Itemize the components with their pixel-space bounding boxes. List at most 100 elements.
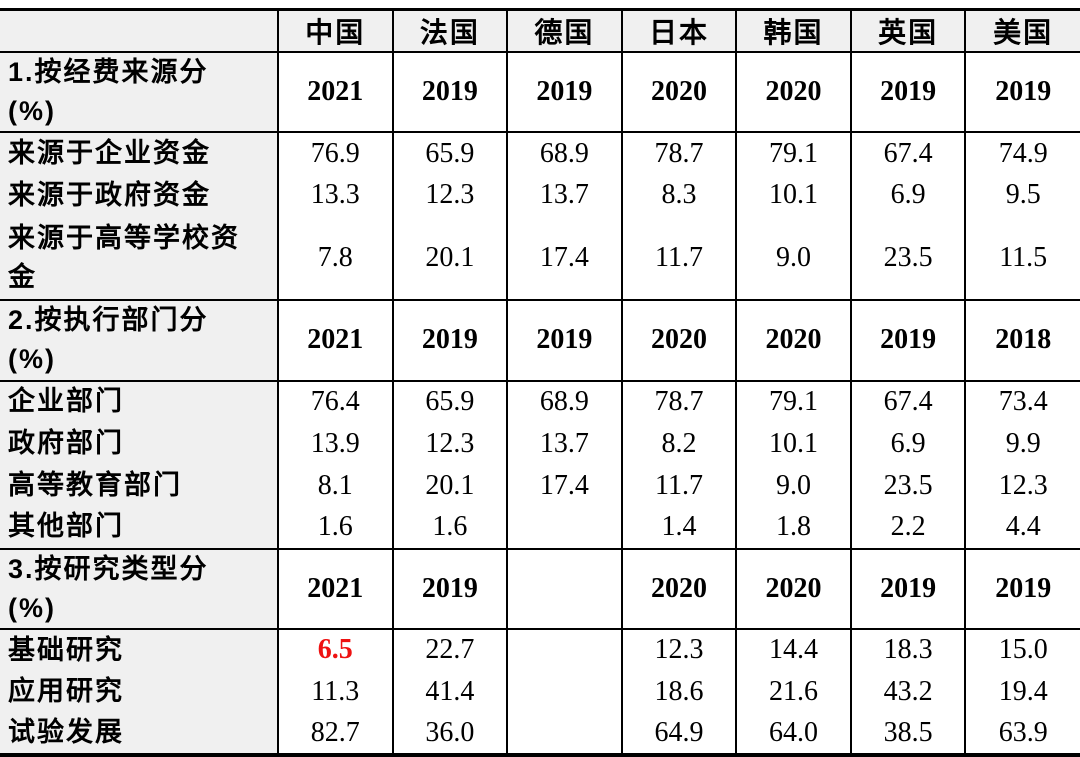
- value-cell: 74.9: [964, 131, 1080, 175]
- value-cell: 8.3: [620, 174, 737, 217]
- value-cell: 79.1: [735, 131, 851, 175]
- value-cell: 14.4: [735, 627, 851, 671]
- value-cell: 68.9: [506, 131, 622, 175]
- row-label: 试验发展: [0, 712, 278, 755]
- value-cell: 6.9: [849, 174, 966, 217]
- table-row: 基础研究 6.5 22.7 12.3 14.4 18.3 15.0: [0, 627, 1080, 671]
- row-label: 高等教育部门: [0, 464, 278, 507]
- column-header-china: 中国: [277, 9, 393, 52]
- year-cell: 2019: [849, 50, 966, 133]
- year-cell: 2020: [735, 547, 851, 629]
- table-row: 其他部门 1.6 1.6 1.4 1.8 2.2 4.4: [0, 506, 1080, 549]
- table-row: 应用研究 11.3 41.4 18.6 21.6 43.2 19.4: [0, 670, 1080, 713]
- year-cell: 2019: [506, 299, 622, 381]
- year-cell: 2019: [849, 547, 966, 629]
- row-label: 来源于高等学校资 金: [0, 216, 278, 301]
- year-cell: 2018: [964, 299, 1080, 381]
- value-cell: 11.5: [964, 216, 1080, 301]
- value-cell: 67.4: [849, 131, 966, 175]
- column-header-japan: 日本: [620, 9, 737, 52]
- year-cell: 2019: [391, 547, 508, 629]
- value-cell: 73.4: [964, 379, 1080, 423]
- value-cell: 76.4: [277, 379, 393, 423]
- year-cell: 2020: [620, 547, 737, 629]
- table-row: 来源于政府资金 13.3 12.3 13.7 8.3 10.1 6.9 9.5: [0, 174, 1080, 217]
- value-cell: 9.0: [735, 216, 851, 301]
- highlighted-value: 6.5: [277, 627, 393, 671]
- column-header-germany: 德国: [506, 9, 622, 52]
- value-cell: 7.8: [277, 216, 393, 301]
- year-cell: 2019: [849, 299, 966, 381]
- row-label: 来源于政府资金: [0, 174, 278, 217]
- value-cell: 64.0: [735, 712, 851, 755]
- value-cell: [506, 670, 622, 713]
- year-cell: 2020: [620, 299, 737, 381]
- value-cell: 13.9: [277, 422, 393, 465]
- value-cell: 78.7: [620, 379, 737, 423]
- value-cell: 11.7: [620, 464, 737, 507]
- table-row: 高等教育部门 8.1 20.1 17.4 11.7 9.0 23.5 12.3: [0, 464, 1080, 507]
- row-label: 政府部门: [0, 422, 278, 465]
- column-header-usa: 美国: [964, 9, 1080, 52]
- value-cell: 36.0: [391, 712, 508, 755]
- value-cell: 11.7: [620, 216, 737, 301]
- value-cell: 19.4: [964, 670, 1080, 713]
- year-cell: 2020: [620, 50, 737, 133]
- value-cell: 9.0: [735, 464, 851, 507]
- value-cell: 17.4: [506, 216, 622, 301]
- section-title: 3.按研究类型分 (%): [0, 547, 278, 629]
- year-cell: 2021: [277, 547, 393, 629]
- value-cell: 15.0: [964, 627, 1080, 671]
- row-label: 来源于企业资金: [0, 131, 278, 175]
- value-cell: 38.5: [849, 712, 966, 755]
- table-row: 来源于企业资金 76.9 65.9 68.9 78.7 79.1 67.4 74…: [0, 131, 1080, 175]
- value-cell: 43.2: [849, 670, 966, 713]
- table-row: 企业部门 76.4 65.9 68.9 78.7 79.1 67.4 73.4: [0, 379, 1080, 423]
- value-cell: 23.5: [849, 216, 966, 301]
- value-cell: 65.9: [391, 131, 508, 175]
- year-cell: 2020: [735, 299, 851, 381]
- value-cell: 6.9: [849, 422, 966, 465]
- value-cell: 4.4: [964, 506, 1080, 549]
- column-header-uk: 英国: [849, 9, 966, 52]
- value-cell: 8.1: [277, 464, 393, 507]
- year-cell: 2019: [391, 50, 508, 133]
- year-cell: [506, 547, 622, 629]
- value-cell: 9.5: [964, 174, 1080, 217]
- value-cell: 20.1: [391, 464, 508, 507]
- value-cell: 21.6: [735, 670, 851, 713]
- section-year-row: 1.按经费来源分 (%) 2021 2019 2019 2020 2020 20…: [0, 50, 1080, 133]
- value-cell: 23.5: [849, 464, 966, 507]
- table-row: 政府部门 13.9 12.3 13.7 8.2 10.1 6.9 9.9: [0, 422, 1080, 465]
- value-cell: 18.3: [849, 627, 966, 671]
- value-cell: 13.7: [506, 174, 622, 217]
- section-title: 2.按执行部门分 (%): [0, 299, 278, 381]
- value-cell: 63.9: [964, 712, 1080, 755]
- column-header-france: 法国: [391, 9, 508, 52]
- section-title: 1.按经费来源分 (%): [0, 50, 278, 133]
- row-label: 基础研究: [0, 627, 278, 671]
- table-row: 试验发展 82.7 36.0 64.9 64.0 38.5 63.9: [0, 712, 1080, 755]
- value-cell: 79.1: [735, 379, 851, 423]
- value-cell: 12.3: [391, 174, 508, 217]
- year-cell: 2019: [964, 547, 1080, 629]
- value-cell: 41.4: [391, 670, 508, 713]
- value-cell: 68.9: [506, 379, 622, 423]
- year-cell: 2019: [391, 299, 508, 381]
- value-cell: [506, 712, 622, 755]
- value-cell: 22.7: [391, 627, 508, 671]
- value-cell: 12.3: [620, 627, 737, 671]
- value-cell: 10.1: [735, 174, 851, 217]
- value-cell: 20.1: [391, 216, 508, 301]
- value-cell: 1.8: [735, 506, 851, 549]
- country-header-row: 中国 法国 德国 日本 韩国 英国 美国: [0, 9, 1080, 52]
- value-cell: 1.6: [391, 506, 508, 549]
- value-cell: 12.3: [964, 464, 1080, 507]
- value-cell: 13.3: [277, 174, 393, 217]
- value-cell: 10.1: [735, 422, 851, 465]
- year-cell: 2021: [277, 50, 393, 133]
- year-cell: 2019: [506, 50, 622, 133]
- value-cell: 9.9: [964, 422, 1080, 465]
- value-cell: 1.4: [620, 506, 737, 549]
